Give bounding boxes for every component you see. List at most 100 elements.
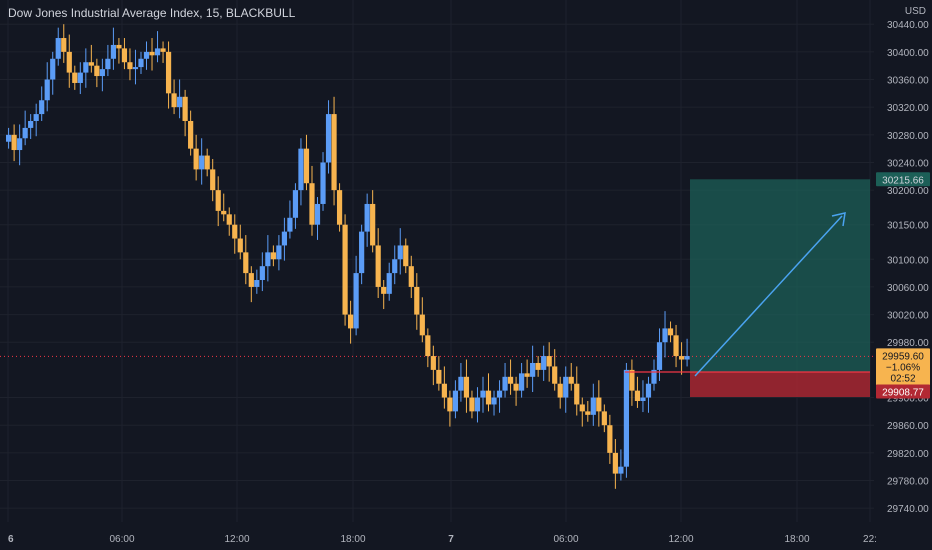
price-tick-label: 29780.00 [887, 477, 929, 488]
candle-body [44, 79, 50, 101]
candle-body [325, 114, 332, 163]
candle-body [149, 51, 155, 56]
stop-zone [690, 371, 870, 398]
candle-body [485, 390, 492, 405]
candle-body [414, 286, 420, 315]
candle-body [33, 114, 39, 121]
candle-body [524, 373, 530, 377]
candle-body [265, 252, 271, 267]
candle-body [541, 356, 547, 370]
candle-body [11, 134, 17, 151]
candle-body [386, 273, 392, 294]
candle-body [132, 67, 139, 70]
current-price-badge-text: 02:52 [890, 373, 915, 384]
price-tick-label: 29980.00 [887, 338, 929, 349]
candle-body [530, 362, 536, 377]
candle-body [563, 376, 569, 398]
candle-body [574, 383, 580, 405]
candle-body [336, 190, 343, 225]
candle-body [645, 383, 652, 398]
price-tick-label: 30100.00 [887, 255, 929, 266]
time-tick-label: 06:00 [553, 534, 578, 545]
candle-body [237, 238, 243, 253]
time-tick-label: 7 [448, 534, 454, 545]
candle-body [28, 120, 34, 128]
candle-body [292, 190, 299, 218]
price-tick-label: 30020.00 [887, 311, 929, 322]
price-tick-label: 30280.00 [887, 131, 929, 142]
candle-body [314, 203, 321, 225]
candle-body [353, 273, 359, 329]
time-tick-label: 12:00 [224, 534, 249, 545]
candle-body [585, 411, 591, 415]
candle-body [662, 328, 668, 343]
candle-body [590, 397, 596, 415]
candle-body [480, 390, 486, 398]
candle-body [171, 93, 177, 108]
time-tick-label: 22: [863, 534, 877, 545]
candle-body [441, 383, 447, 398]
candle-body [342, 224, 348, 315]
candle-body [281, 231, 288, 246]
candle-body [88, 62, 94, 66]
candle-body [502, 376, 508, 391]
candle-body [381, 286, 387, 294]
candle-body [121, 48, 128, 63]
candle-body [397, 245, 403, 260]
price-tick-label: 29860.00 [887, 421, 929, 432]
time-tick-label: 06:00 [109, 534, 134, 545]
candle-body [607, 425, 613, 453]
candle-body [287, 217, 293, 232]
candle-body [270, 252, 276, 260]
candle-body [474, 397, 481, 412]
candle-body [22, 127, 28, 139]
candle-body [127, 62, 133, 70]
candle-body [568, 376, 574, 384]
candle-body [204, 155, 210, 170]
price-tick-label: 30060.00 [887, 283, 929, 294]
candle-body [105, 58, 111, 70]
time-tick-label: 12:00 [668, 534, 693, 545]
candle-body [72, 72, 78, 83]
target-price-badge-text: 30215.66 [882, 175, 924, 186]
candle-body [436, 369, 442, 384]
candle-body [656, 342, 663, 370]
candle-body [618, 466, 624, 474]
price-tick-label: 30150.00 [887, 221, 929, 232]
projection-arrow[interactable] [694, 215, 843, 377]
candle-body [519, 373, 525, 391]
candle-body [55, 38, 61, 59]
candle-body [359, 231, 365, 274]
candle-body [678, 356, 685, 360]
candle-body [110, 44, 117, 59]
candle-body [320, 162, 326, 204]
candle-body [452, 390, 459, 412]
time-tick-label: 18:00 [340, 534, 365, 545]
candle-body [188, 120, 194, 149]
time-tick-label: 6 [8, 534, 14, 545]
candle-body [221, 210, 227, 215]
candle-body [210, 169, 216, 191]
candle-body [623, 369, 630, 467]
price-tick-label: 29740.00 [887, 504, 929, 515]
candle-body [392, 259, 398, 274]
candle-body [160, 48, 166, 52]
candle-body [651, 369, 657, 384]
candle-body [138, 58, 144, 68]
candle-body [491, 397, 497, 405]
current-price-badge [876, 348, 930, 386]
candle-body [259, 266, 265, 281]
candle-body [403, 245, 409, 267]
candle-body [463, 376, 470, 398]
candle-body [298, 148, 304, 191]
candle-body [419, 314, 425, 336]
candle-body [77, 72, 83, 83]
candle-body [154, 48, 161, 56]
candle-body [408, 266, 414, 287]
candle-body [425, 335, 431, 357]
candle-body [303, 148, 310, 184]
candle-body [640, 397, 646, 402]
candle-body [667, 328, 674, 336]
